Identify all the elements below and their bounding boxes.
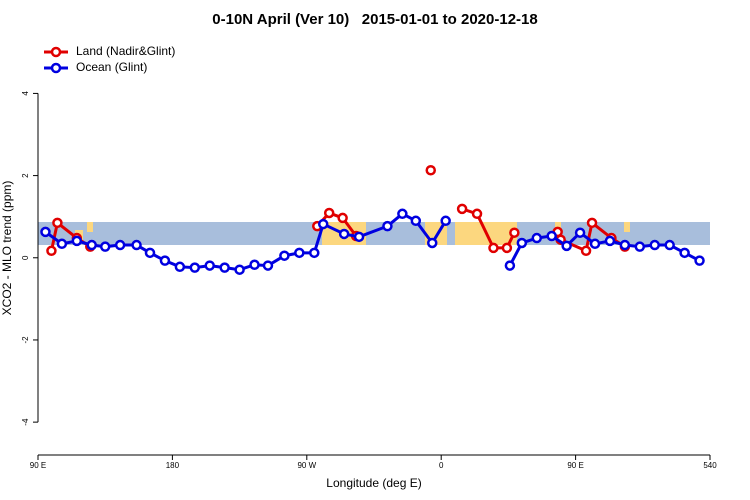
legend-label: Ocean (Glint) bbox=[76, 60, 147, 74]
y-tick-label: -2 bbox=[21, 336, 30, 344]
data-point bbox=[262, 260, 274, 271]
data-point bbox=[425, 165, 436, 176]
data-point bbox=[410, 215, 422, 227]
data-point bbox=[114, 239, 126, 251]
data-point bbox=[99, 241, 111, 252]
data-point bbox=[488, 242, 499, 254]
data-point bbox=[323, 207, 335, 219]
data-point bbox=[40, 226, 51, 238]
x-tick-label: 90 E bbox=[30, 461, 46, 470]
data-point bbox=[219, 262, 230, 273]
data-point bbox=[382, 220, 393, 232]
data-point bbox=[353, 231, 365, 243]
data-point bbox=[619, 239, 631, 251]
data-point bbox=[694, 255, 705, 266]
x-tick-label: 540 bbox=[703, 461, 717, 470]
data-point bbox=[46, 245, 57, 257]
data-point bbox=[131, 239, 142, 251]
data-point bbox=[471, 208, 483, 220]
data-point bbox=[71, 235, 83, 247]
y-tick-label: 0 bbox=[21, 255, 30, 260]
legend-label: Land (Nadir&Glint) bbox=[76, 44, 175, 58]
data-point bbox=[586, 217, 598, 229]
x-tick-label: 180 bbox=[166, 461, 180, 470]
data-point bbox=[561, 240, 572, 252]
data-point bbox=[56, 238, 68, 250]
data-point bbox=[52, 217, 63, 229]
data-point bbox=[234, 264, 245, 275]
y-tick-label: -4 bbox=[21, 418, 30, 426]
data-point bbox=[249, 259, 260, 271]
x-tick-label: 90 W bbox=[297, 461, 316, 470]
data-point bbox=[504, 260, 516, 271]
data-point bbox=[86, 239, 98, 251]
data-point bbox=[509, 227, 520, 238]
x-tick-label: 90 E bbox=[567, 461, 583, 470]
data-point bbox=[589, 238, 601, 250]
data-point bbox=[426, 237, 438, 249]
data-point bbox=[159, 255, 171, 266]
data-point bbox=[516, 237, 528, 249]
data-point bbox=[604, 235, 616, 247]
data-point bbox=[317, 218, 329, 230]
y-tick-label: 2 bbox=[21, 173, 30, 178]
data-point bbox=[204, 260, 215, 271]
legend-marker bbox=[50, 62, 62, 74]
x-axis-label: Longitude (deg E) bbox=[326, 476, 421, 490]
data-point bbox=[174, 261, 186, 273]
data-point bbox=[144, 247, 156, 259]
data-point bbox=[338, 228, 350, 240]
data-point bbox=[664, 239, 675, 251]
data-point bbox=[279, 250, 290, 261]
series-line bbox=[49, 207, 626, 253]
y-tick-label: 4 bbox=[21, 91, 30, 96]
chart-title: 0-10N April (Ver 10) 2015-01-01 to 2020-… bbox=[212, 11, 537, 28]
data-point bbox=[309, 247, 320, 259]
data-point bbox=[580, 245, 592, 257]
data-point bbox=[337, 212, 348, 224]
data-point bbox=[189, 262, 201, 273]
data-point bbox=[531, 232, 543, 244]
data-point bbox=[440, 215, 451, 227]
legend-marker bbox=[50, 46, 62, 58]
data-point bbox=[649, 239, 660, 251]
data-point bbox=[546, 230, 557, 242]
x-tick-label: 0 bbox=[439, 461, 444, 470]
data-point bbox=[397, 208, 408, 220]
data-point bbox=[574, 227, 586, 238]
data-point bbox=[294, 247, 305, 259]
data-point bbox=[634, 241, 646, 252]
data-point bbox=[456, 203, 468, 215]
y-axis-label: XCO2 - MLO trend (ppm) bbox=[0, 181, 14, 316]
data-point bbox=[679, 247, 690, 259]
data-point bbox=[501, 242, 513, 254]
